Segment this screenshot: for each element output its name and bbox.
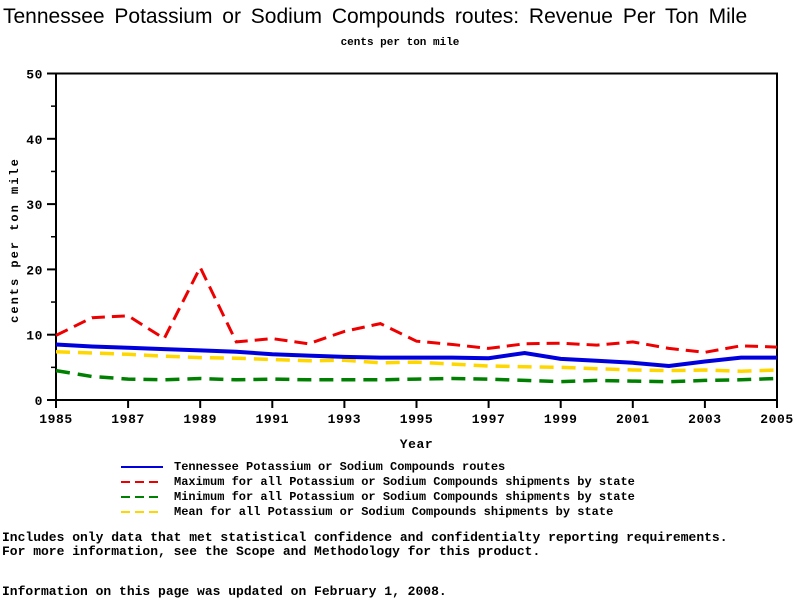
- legend-line-swatch: [121, 495, 163, 498]
- y-tick-label: 20: [26, 263, 43, 278]
- y-tick-label: 40: [26, 133, 43, 148]
- y-tick-label: 0: [35, 394, 43, 409]
- x-axis-label: Year: [400, 437, 434, 452]
- legend-label: Mean for all Potassium or Sodium Compoun…: [174, 504, 614, 519]
- chart-legend: Tennessee Potassium or Sodium Compounds …: [120, 459, 635, 519]
- x-tick-label: 1999: [544, 412, 578, 427]
- legend-line-swatch: [121, 480, 163, 483]
- footnote-line-1: Includes only data that met statistical …: [2, 530, 728, 545]
- series-line-tennessee-routes: [55, 342, 777, 369]
- footnote-line-2: For more information, see the Scope and …: [2, 544, 541, 559]
- legend-item-minimum: Minimum for all Potassium or Sodium Comp…: [120, 489, 635, 504]
- chart-plot: 0 10 20 30 40 50 1985 1987 1989 1991 1993 1995 1997 1…: [26, 68, 794, 453]
- updated-note: Information on this page was updated on …: [2, 584, 447, 599]
- legend-item-mean: Mean for all Potassium or Sodium Compoun…: [120, 504, 635, 519]
- legend-line-swatch: [121, 465, 163, 468]
- legend-item-tennessee-routes: Tennessee Potassium or Sodium Compounds …: [120, 459, 635, 474]
- x-tick-label: 2001: [616, 412, 650, 427]
- y-tick-label: 50: [26, 68, 43, 83]
- chart-subtitle: cents per ton mile: [340, 37, 460, 49]
- legend-label: Minimum for all Potassium or Sodium Comp…: [174, 489, 635, 504]
- series-line-maximum-by-state: [55, 264, 778, 354]
- y-tick-label: 10: [26, 329, 43, 344]
- legend-label: Maximum for all Potassium or Sodium Comp…: [174, 474, 635, 489]
- y-tick-label: 30: [26, 198, 43, 213]
- legend-item-maximum: Maximum for all Potassium or Sodium Comp…: [120, 474, 635, 489]
- x-tick-label: 1991: [255, 412, 289, 427]
- series-line-minimum-by-state: [55, 368, 778, 384]
- legend-label: Tennessee Potassium or Sodium Compounds …: [174, 459, 506, 474]
- x-tick-label: 1985: [39, 412, 73, 427]
- x-tick-label: 1989: [183, 412, 217, 427]
- legend-line-swatch: [121, 510, 163, 513]
- footnote: Includes only data that met statistical …: [2, 531, 728, 559]
- series-line-mean-by-state: [55, 349, 778, 374]
- x-tick-label: 1997: [472, 412, 506, 427]
- chart-title: Tennessee Potassium or Sodium Compounds …: [3, 5, 748, 28]
- x-tick-label: 2005: [760, 412, 794, 427]
- x-tick-label: 1993: [328, 412, 362, 427]
- x-tick-label: 1995: [400, 412, 434, 427]
- x-tick-label: 1987: [111, 412, 145, 427]
- x-tick-label: 2003: [688, 412, 722, 427]
